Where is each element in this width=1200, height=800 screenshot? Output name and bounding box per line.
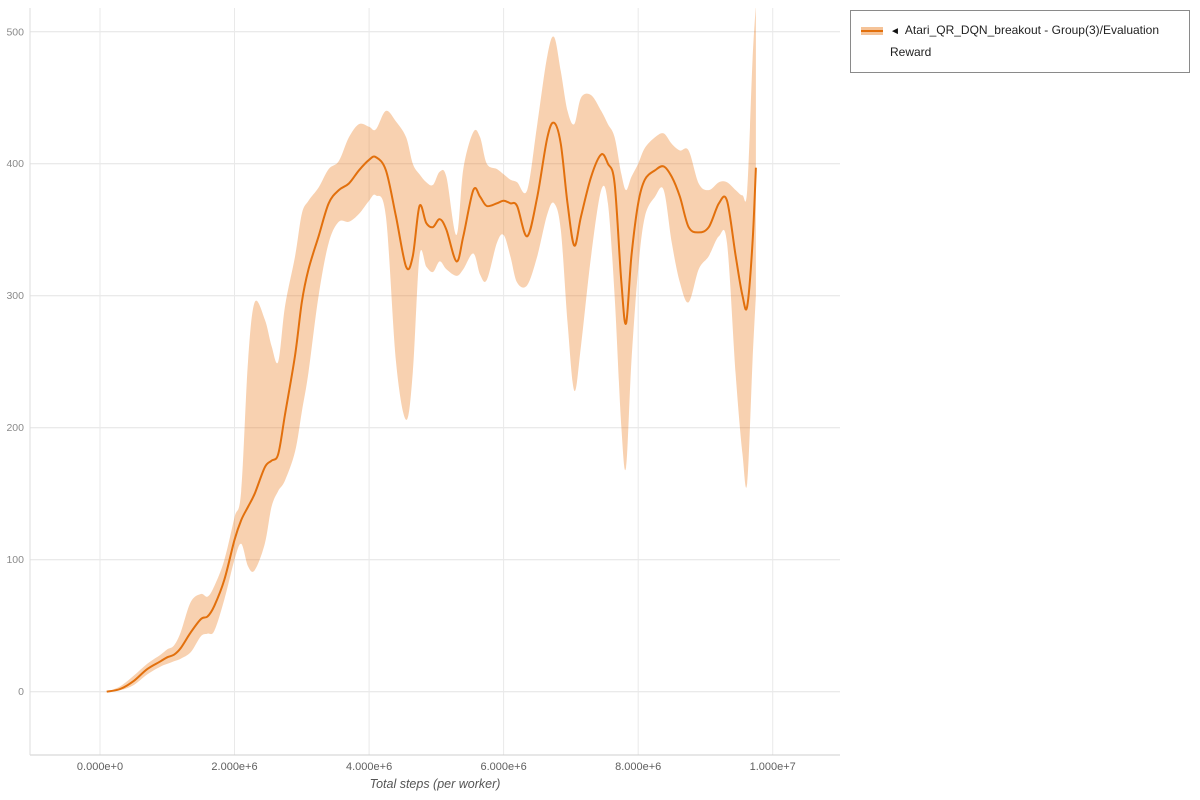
legend-series-swatch xyxy=(861,24,883,45)
y-tick-label: 400 xyxy=(6,158,24,170)
legend-marker-icon: ◄ xyxy=(890,26,900,37)
y-tick-label: 200 xyxy=(6,422,24,434)
y-tick-label: 0 xyxy=(18,686,24,698)
legend-box[interactable]: ◄ Atari_QR_DQN_breakout - Group(3)/Evalua… xyxy=(850,10,1190,73)
legend-swatch-icon xyxy=(861,27,883,35)
x-tick-label: 0.000e+0 xyxy=(77,761,123,773)
x-tick-label: 8.000e+6 xyxy=(615,761,661,773)
grid: 0 100 200 300 400 500 0.000e+0 2.000e+6 4.000e+6… xyxy=(6,8,840,773)
x-axis-title: Total steps (per worker) xyxy=(369,777,501,791)
x-tick-label: 2.000e+6 xyxy=(211,761,257,773)
series-group xyxy=(106,8,757,693)
x-tick-label: 1.000e+7 xyxy=(750,761,796,773)
series-line xyxy=(106,121,757,693)
x-tick-label: 6.000e+6 xyxy=(481,761,527,773)
x-tick-label: 4.000e+6 xyxy=(346,761,392,773)
y-tick-label: 100 xyxy=(6,554,24,566)
y-tick-label: 300 xyxy=(6,290,24,302)
y-tick-label: 500 xyxy=(6,26,24,38)
legend-label: ◄ Atari_QR_DQN_breakout - Group(3)/Evalua… xyxy=(890,20,1179,63)
legend-series-name: Atari_QR_DQN_breakout - Group(3)/Evaluat… xyxy=(890,23,1160,59)
confidence-band xyxy=(106,8,756,692)
